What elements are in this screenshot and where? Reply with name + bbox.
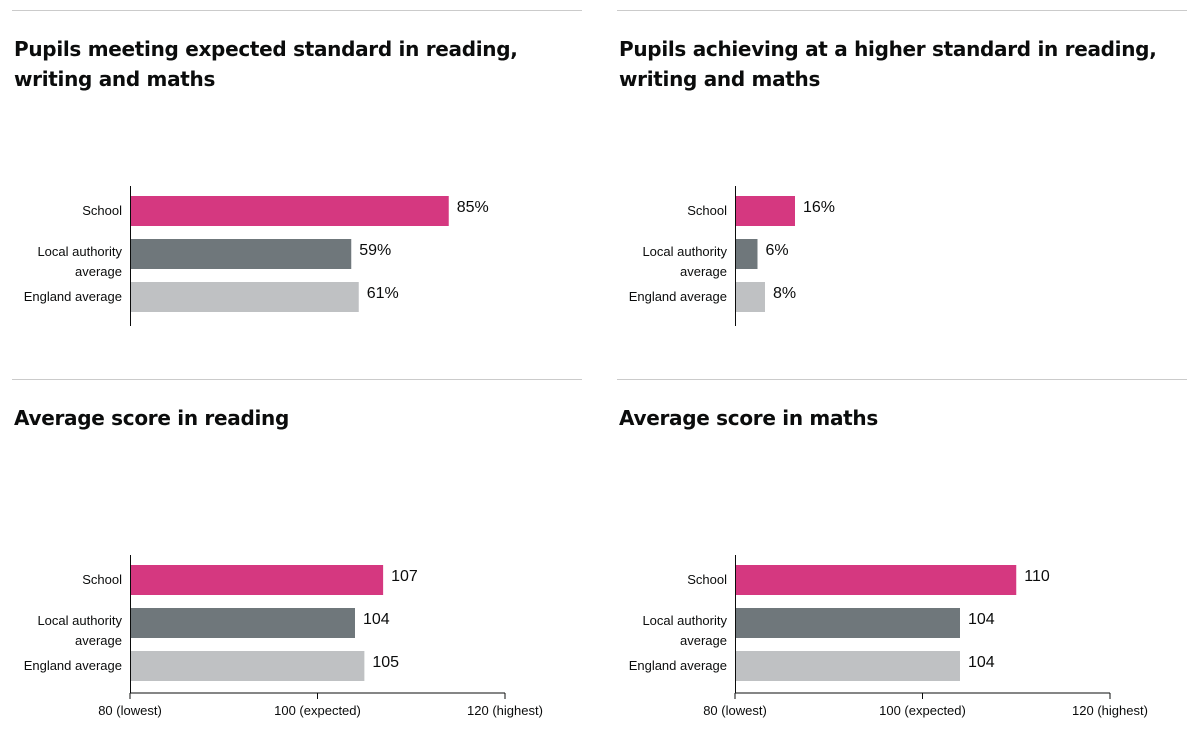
chart-panel-expected-standard: Pupils meeting expected standard in read… xyxy=(12,10,582,380)
bar-chart-higher-standard: 16% School 6% Local authority average 8% Engla… xyxy=(629,186,835,326)
value-label-school: 16% xyxy=(803,199,835,216)
x-tick-label-100: 100 (expected) xyxy=(274,703,361,718)
bar-chart-maths-score: 110 School 104 Local authority average 104 Eng… xyxy=(629,555,1148,718)
bar-local-authority-average xyxy=(735,608,960,638)
category-label-school: School xyxy=(687,203,727,218)
bar-school xyxy=(735,565,1017,595)
bar-local-authority-average xyxy=(735,239,758,269)
value-label-school: 85% xyxy=(457,199,489,216)
chart-panel-reading-score: Average score in reading 107 School 104 Loc… xyxy=(12,379,582,749)
value-label-england-average: 105 xyxy=(372,654,399,671)
bar-school xyxy=(130,565,384,595)
bar-local-authority-average xyxy=(130,608,355,638)
chart-title: Average score in maths xyxy=(619,406,878,430)
x-tick-label-100: 100 (expected) xyxy=(879,703,966,718)
category-label-local-authority-average: Local authority average xyxy=(37,244,122,279)
chart-title: Average score in reading xyxy=(14,406,289,430)
x-tick-label-120: 120 (highest) xyxy=(467,703,543,718)
panel-divider xyxy=(617,10,1187,11)
bar-england-average xyxy=(130,282,359,312)
chart-title: Pupils meeting expected standard in read… xyxy=(14,37,518,91)
value-label-local-authority-average: 104 xyxy=(968,611,995,628)
category-label-england-average: England average xyxy=(629,289,727,304)
bar-chart-expected-standard: 85% School 59% Local authority average 61% Eng… xyxy=(24,186,489,326)
bar-chart-reading-score: 107 School 104 Local authority average 105 Eng… xyxy=(24,555,543,718)
value-label-local-authority-average: 6% xyxy=(766,242,789,259)
bar-local-authority-average xyxy=(130,239,352,269)
category-label-local-authority-average: Local authority average xyxy=(642,244,727,279)
value-label-england-average: 61% xyxy=(367,285,399,302)
x-tick-label-80: 80 (lowest) xyxy=(98,703,162,718)
chart-panel-higher-standard: Pupils achieving at a higher standard in… xyxy=(617,10,1187,380)
panel-divider xyxy=(617,379,1187,380)
bar-england-average xyxy=(735,282,765,312)
category-label-england-average: England average xyxy=(24,289,122,304)
bar-school xyxy=(735,196,795,226)
category-label-england-average: England average xyxy=(24,658,122,673)
category-label-school: School xyxy=(82,203,122,218)
value-label-local-authority-average: 59% xyxy=(359,242,391,259)
category-label-england-average: England average xyxy=(629,658,727,673)
x-tick-label-120: 120 (highest) xyxy=(1072,703,1148,718)
value-label-england-average: 104 xyxy=(968,654,995,671)
panel-divider xyxy=(12,379,582,380)
chart-title: Pupils achieving at a higher standard in… xyxy=(619,37,1157,91)
category-label-school: School xyxy=(82,572,122,587)
bar-england-average xyxy=(735,651,960,681)
value-label-local-authority-average: 104 xyxy=(363,611,390,628)
bar-school xyxy=(130,196,449,226)
value-label-school: 110 xyxy=(1024,568,1050,585)
category-label-local-authority-average: Local authority average xyxy=(37,613,122,648)
category-label-school: School xyxy=(687,572,727,587)
value-label-school: 107 xyxy=(391,568,418,585)
chart-panel-maths-score: Average score in maths 110 School 104 Local… xyxy=(617,379,1187,749)
panel-divider xyxy=(12,10,582,11)
x-tick-label-80: 80 (lowest) xyxy=(703,703,767,718)
value-label-england-average: 8% xyxy=(773,285,796,302)
category-label-local-authority-average: Local authority average xyxy=(642,613,727,648)
bar-england-average xyxy=(130,651,365,681)
